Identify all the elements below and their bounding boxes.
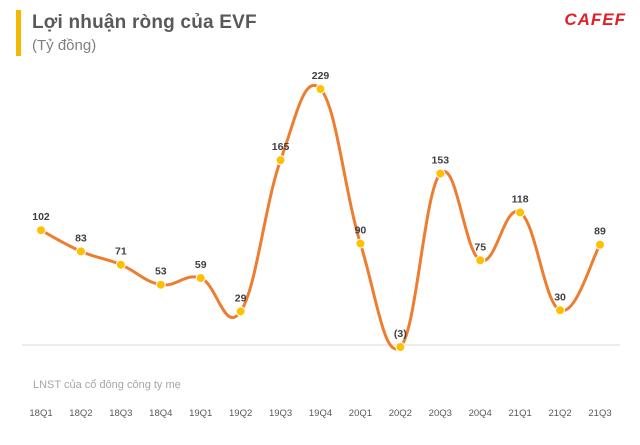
chart-unit: (Tỷ đồng) bbox=[32, 37, 97, 54]
data-label-layer: 102 83 71 53 59 29 165 229 90 (3) 153 75 118 30 89 bbox=[32, 70, 606, 340]
data-label-18Q2: 83 bbox=[75, 232, 87, 244]
data-label-21Q1: 118 bbox=[512, 193, 529, 205]
x-tick-19Q2: 19Q2 bbox=[229, 408, 252, 419]
data-label-19Q1: 59 bbox=[195, 259, 207, 271]
x-tick-20Q2: 20Q2 bbox=[389, 408, 412, 419]
chart-title: Lợi nhuận ròng của EVF bbox=[32, 12, 257, 33]
data-label-18Q4: 53 bbox=[155, 266, 167, 278]
data-label-20Q1: 90 bbox=[355, 225, 367, 237]
x-tick-20Q4: 20Q4 bbox=[469, 408, 492, 419]
x-tick-20Q3: 20Q3 bbox=[429, 408, 452, 419]
data-label-21Q3: 89 bbox=[594, 226, 606, 238]
data-label-19Q3: 165 bbox=[272, 141, 290, 153]
data-label-19Q2: 29 bbox=[235, 292, 247, 304]
data-point-20Q1 bbox=[355, 238, 366, 249]
data-label-20Q2: (3) bbox=[394, 328, 407, 340]
cafef-logo: CAFEF bbox=[564, 10, 626, 29]
data-point-layer bbox=[36, 84, 605, 352]
x-tick-18Q3: 18Q3 bbox=[109, 408, 132, 419]
data-label-20Q3: 153 bbox=[432, 155, 450, 167]
data-point-21Q3 bbox=[595, 239, 605, 250]
x-axis-tick-layer: 18Q1 18Q2 18Q3 18Q4 19Q1 19Q2 19Q3 19Q4 20Q1 20Q2… bbox=[29, 408, 611, 419]
x-tick-18Q1: 18Q1 bbox=[29, 408, 52, 419]
x-tick-21Q3: 21Q3 bbox=[588, 408, 611, 419]
data-label-20Q4: 75 bbox=[474, 241, 486, 253]
x-tick-18Q4: 18Q4 bbox=[149, 408, 172, 419]
x-tick-19Q3: 19Q3 bbox=[269, 408, 292, 419]
chart-footnote: LNST của cổ đông công ty mẹ bbox=[33, 379, 181, 391]
series-line-layer bbox=[40, 84, 602, 351]
data-point-20Q4 bbox=[475, 255, 486, 266]
data-point-19Q3 bbox=[275, 155, 286, 166]
x-tick-21Q1: 21Q1 bbox=[509, 408, 532, 419]
data-label-21Q2: 30 bbox=[554, 291, 566, 303]
x-tick-19Q1: 19Q1 bbox=[189, 408, 212, 419]
data-point-18Q4 bbox=[155, 279, 166, 290]
data-point-20Q2 bbox=[395, 342, 406, 352]
series-line bbox=[40, 84, 602, 351]
data-label-19Q4: 229 bbox=[312, 70, 330, 82]
data-point-19Q1 bbox=[195, 273, 206, 284]
data-point-20Q3 bbox=[435, 168, 446, 179]
x-tick-19Q4: 19Q4 bbox=[309, 408, 332, 419]
data-label-18Q1: 102 bbox=[32, 211, 50, 223]
data-point-19Q2 bbox=[235, 306, 246, 317]
data-point-19Q4 bbox=[315, 84, 326, 94]
title-accent-bar bbox=[16, 10, 21, 56]
x-tick-18Q2: 18Q2 bbox=[69, 408, 92, 419]
data-point-21Q1 bbox=[515, 207, 526, 218]
data-point-18Q3 bbox=[115, 259, 126, 270]
data-point-18Q1 bbox=[36, 225, 46, 236]
x-tick-20Q1: 20Q1 bbox=[349, 408, 372, 419]
data-label-18Q3: 71 bbox=[115, 246, 127, 258]
data-point-21Q2 bbox=[555, 305, 566, 316]
data-point-18Q2 bbox=[75, 246, 86, 257]
x-tick-21Q2: 21Q2 bbox=[548, 408, 571, 419]
